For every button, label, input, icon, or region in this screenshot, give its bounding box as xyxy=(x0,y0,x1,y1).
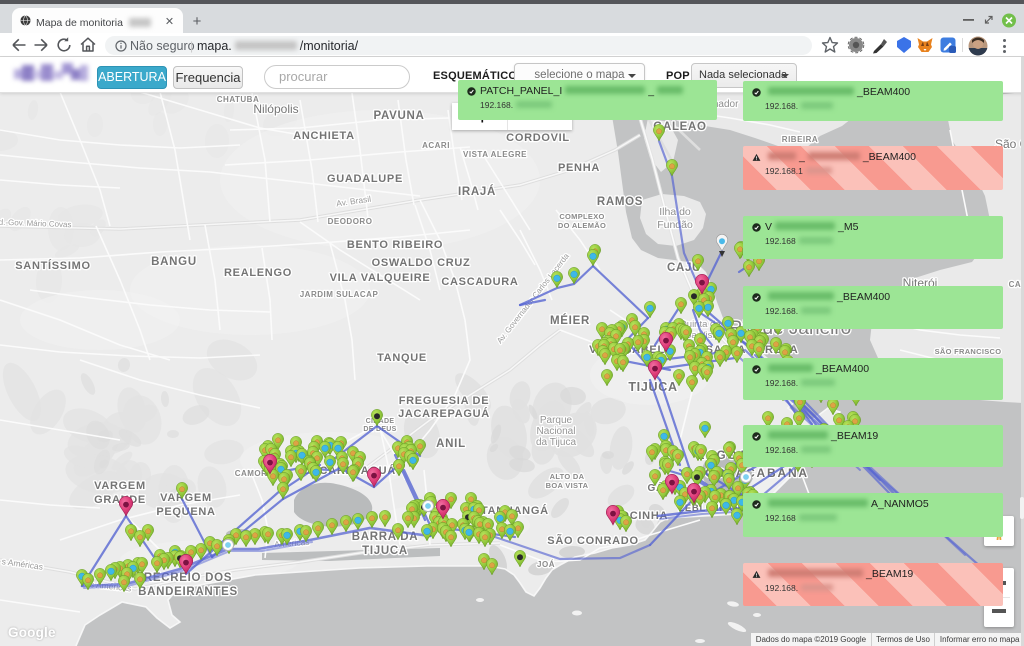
svg-text:TIJUCA: TIJUCA xyxy=(362,545,408,557)
svg-text:PENHA: PENHA xyxy=(558,162,600,174)
svg-text:BOA VISTA: BOA VISTA xyxy=(546,481,589,490)
svg-text:CHATUBA: CHATUBA xyxy=(217,95,259,104)
svg-text:FREGUESIA DE: FREGUESIA DE xyxy=(399,395,490,407)
svg-text:CORDOVIL: CORDOVIL xyxy=(506,132,570,144)
svg-text:PAVUNA: PAVUNA xyxy=(373,110,424,122)
svg-text:DEODORO: DEODORO xyxy=(328,217,373,226)
svg-text:REALENGO: REALENGO xyxy=(224,267,292,279)
svg-text:Nacional: Nacional xyxy=(537,426,576,437)
svg-text:JARDIM SULACAP: JARDIM SULACAP xyxy=(300,290,379,299)
svg-text:Nilópolis: Nilópolis xyxy=(253,102,298,116)
svg-text:TANQUE: TANQUE xyxy=(377,352,427,364)
svg-text:Parque: Parque xyxy=(540,415,573,426)
svg-text:DE DEUS: DE DEUS xyxy=(363,426,396,433)
svg-text:ANIL: ANIL xyxy=(436,438,466,450)
svg-text:BANGU: BANGU xyxy=(151,256,197,268)
svg-text:BENTO RIBEIRO: BENTO RIBEIRO xyxy=(347,239,443,251)
svg-text:ALTO DA: ALTO DA xyxy=(550,472,585,481)
svg-text:GUADALUPE: GUADALUPE xyxy=(327,173,403,185)
svg-text:VARGEM: VARGEM xyxy=(160,492,212,504)
svg-text:d.-Gov. Mário Covas: d.-Gov. Mário Covas xyxy=(0,218,72,230)
svg-text:COMPLEXO: COMPLEXO xyxy=(559,212,604,221)
svg-text:OSWALDO CRUZ: OSWALDO CRUZ xyxy=(372,257,471,269)
svg-text:ACARI: ACARI xyxy=(422,141,450,150)
svg-text:da Tijuca: da Tijuca xyxy=(536,437,576,448)
svg-text:PEQUENA: PEQUENA xyxy=(156,506,215,518)
svg-text:Fundão: Fundão xyxy=(657,219,693,231)
svg-text:IRAJÁ: IRAJÁ xyxy=(458,185,496,198)
svg-text:SÃO CONRADO: SÃO CONRADO xyxy=(547,534,638,547)
svg-text:RIBEIRA: RIBEIRA xyxy=(782,135,818,144)
svg-text:DO ALEMÃO: DO ALEMÃO xyxy=(558,221,606,230)
svg-text:JOÁ: JOÁ xyxy=(537,560,555,569)
svg-text:CAR: CAR xyxy=(1009,280,1024,289)
svg-text:RAMOS: RAMOS xyxy=(597,196,643,208)
svg-text:VILA VALQUEIRE: VILA VALQUEIRE xyxy=(330,272,431,284)
svg-text:CAMORIM: CAMORIM xyxy=(235,469,278,478)
svg-text:MÉIER: MÉIER xyxy=(550,314,590,327)
svg-text:VISTA ALEGRE: VISTA ALEGRE xyxy=(463,150,527,159)
svg-text:SANTÍSSIMO: SANTÍSSIMO xyxy=(15,259,90,272)
svg-text:SÃO FRANCISCO: SÃO FRANCISCO xyxy=(935,347,1002,356)
svg-text:BANDEIRANTES: BANDEIRANTES xyxy=(138,586,238,598)
svg-text:GALEAO: GALEAO xyxy=(653,121,706,133)
svg-text:JACAREPAGUÁ: JACAREPAGUÁ xyxy=(398,407,490,420)
svg-text:VARGEM: VARGEM xyxy=(94,480,146,492)
svg-text:Ilha do: Ilha do xyxy=(659,206,691,218)
svg-text:ANCHIETA: ANCHIETA xyxy=(293,130,355,142)
svg-text:CASCADURA: CASCADURA xyxy=(441,276,518,288)
